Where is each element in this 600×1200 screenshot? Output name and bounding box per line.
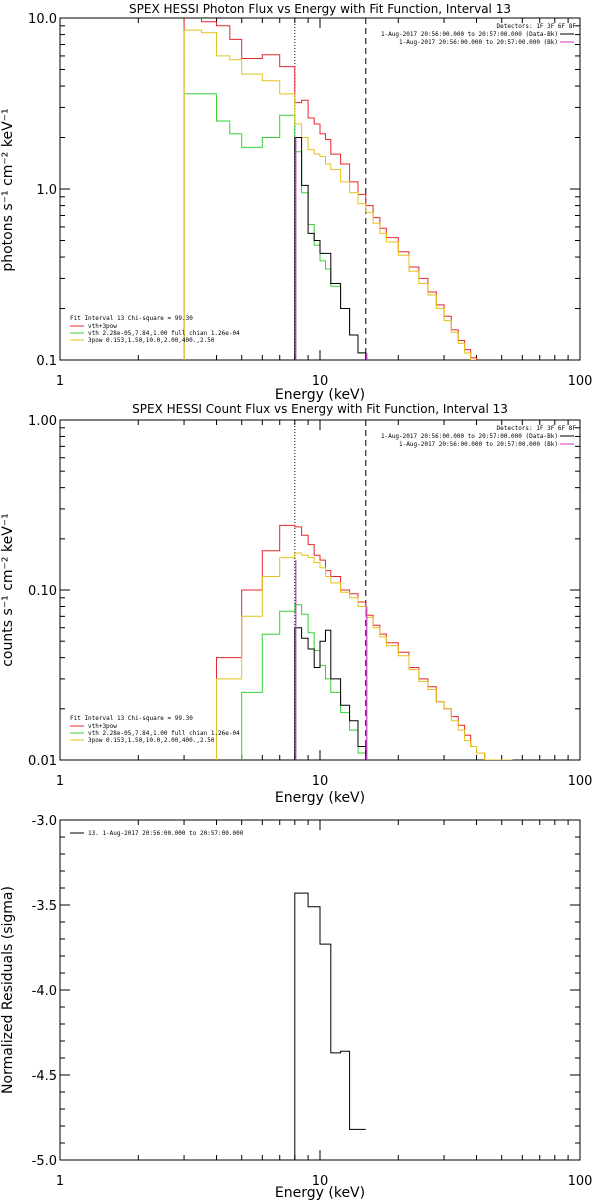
count-flux-title: SPEX HESSI Count Flux vs Energy with Fit…	[132, 402, 508, 416]
y-tick-label: 1.0	[36, 183, 57, 198]
photon-flux-xlabel: Energy (keV)	[275, 387, 365, 403]
legend-entry-label: vth 2.28e-05,7.84,1.00 full chian 1.26e-…	[88, 730, 240, 737]
x-tick-label: 1	[56, 1174, 64, 1189]
x-tick-label: 1	[56, 374, 64, 389]
photon-flux-ylabel: photons s⁻¹ cm⁻² keV⁻¹	[0, 108, 16, 271]
data-series	[294, 137, 367, 360]
y-tick-label: -3.0	[32, 814, 57, 829]
x-tick-label: 10	[312, 374, 329, 389]
y-tick-label: 0.10	[28, 584, 57, 599]
count-flux-panel: SPEX HESSI Count Flux vs Energy with Fit…	[0, 402, 593, 806]
y-tick-label: 0.1	[36, 354, 57, 369]
x-tick-label: 10	[312, 774, 329, 789]
powerlaw-series	[183, 29, 477, 360]
residuals-ylabel: Normalized Residuals (sigma)	[0, 886, 16, 1094]
residuals-series	[294, 892, 366, 1160]
legend-entry-label: 1-Aug-2017 20:56:00.000 to 20:57:00.000 …	[399, 441, 558, 448]
x-tick-label: 10	[312, 1174, 329, 1189]
y-tick-label: -5.0	[32, 1154, 57, 1169]
residuals-xlabel: Energy (keV)	[275, 1185, 365, 1200]
total-series	[183, 524, 513, 760]
legend-entry-label: 1-Aug-2017 20:56:00.000 to 20:57:00.000 …	[381, 31, 558, 38]
legend-entry-label: vth 2.28e-05,7.84,1.00 full chian 1.26e-…	[88, 330, 240, 337]
legend-entry-label: vth+3pow	[88, 723, 117, 730]
count-flux-xlabel: Energy (keV)	[275, 790, 365, 806]
photon-flux-title: SPEX HESSI Photon Flux vs Energy with Fi…	[129, 2, 511, 16]
legend-entry-label: 3pow 0.153,1.50,10.0,2.00,400.,2.50	[88, 337, 215, 344]
y-tick-label: 10.0	[28, 12, 57, 27]
data-series	[294, 627, 367, 760]
x-tick-label: 1	[56, 774, 64, 789]
y-tick-label: 1.00	[28, 414, 57, 429]
y-tick-label: 0.01	[28, 754, 57, 769]
legend-entry-label: vth+3pow	[88, 323, 117, 330]
plot-frame	[59, 17, 581, 361]
fit-header-label: Fit Interval 13 Chi-square = 99.30	[70, 715, 193, 722]
detectors-label: Detectors: 1F 3F 6F 8F	[497, 23, 577, 30]
residuals-panel: Energy (keV) Normalized Residuals (sigma…	[0, 814, 592, 1200]
plot-area	[294, 892, 366, 1160]
x-tick-label: 100	[568, 374, 593, 389]
thermal-series	[183, 93, 367, 360]
photon-flux-panel: SPEX HESSI Photon Flux vs Energy with Fi…	[0, 2, 592, 403]
total-series	[183, 18, 477, 360]
legend-entry-label: 1-Aug-2017 20:56:00.000 to 20:57:00.000 …	[381, 433, 558, 440]
x-tick-label: 100	[568, 1174, 593, 1189]
plot-area	[183, 420, 513, 760]
x-tick-label: 100	[568, 774, 593, 789]
plot-frame	[59, 419, 581, 761]
y-tick-label: -4.5	[32, 1069, 57, 1084]
thermal-series	[183, 604, 367, 760]
legend-entry-label: 3pow 0.153,1.50,10.0,2.00,400.,2.50	[88, 737, 215, 744]
y-tick-label: -3.5	[32, 899, 57, 914]
plot-frame	[59, 819, 581, 1161]
legend-entry-label: 1-Aug-2017 20:56:00.000 to 20:57:00.000 …	[399, 39, 558, 46]
legend-entry-label: 13. 1-Aug-2017 20:56:00.000 to 20:57:00.…	[88, 830, 244, 837]
count-flux-ylabel: counts s⁻¹ cm⁻² keV⁻¹	[0, 513, 16, 667]
plot-area	[183, 18, 477, 360]
powerlaw-series	[183, 552, 513, 760]
detectors-label: Detectors: 1F 3F 6F 8F	[497, 425, 577, 432]
y-tick-label: -4.0	[32, 984, 57, 999]
fit-header-label: Fit Interval 13 Chi-square = 99.30	[70, 315, 193, 322]
